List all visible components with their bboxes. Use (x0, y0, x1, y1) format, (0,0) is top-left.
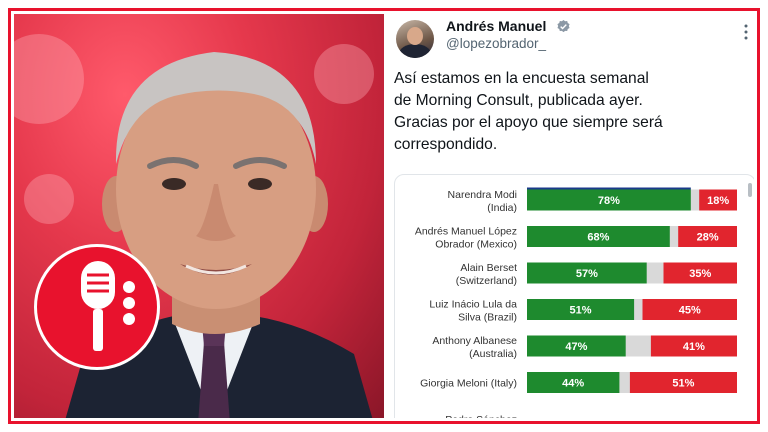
chart-bar-disapprove (678, 226, 737, 247)
chart-bar-disapprove (629, 372, 737, 393)
chart-value-approve: 78% (598, 195, 620, 207)
top-margin (0, 0, 768, 8)
user-handle[interactable]: @lopezobrador_ (446, 36, 547, 51)
chart-bar-approve (527, 335, 626, 357)
chart-bar-approve (527, 372, 620, 393)
verified-badge-icon (557, 19, 570, 33)
chart-bar-disapprove (650, 335, 737, 357)
chart-bar-disapprove (642, 299, 737, 320)
microphone-logo (34, 244, 160, 370)
tweet-media-chart[interactable]: Narendra Modi (India) 78% 18% Andrés Manuel … (394, 174, 754, 418)
tweet-text-line: correspondido. (394, 136, 498, 153)
bokeh-light (14, 34, 84, 124)
chart-value-approve: 57% (576, 268, 598, 280)
chart-value-disapprove: 41% (683, 341, 705, 353)
chart-row-label: Luiz Inácio Lula da Silva (Brazil) (429, 299, 517, 324)
chart-value-approve: 51% (570, 305, 592, 317)
tweet-text: Así estamos en la encuesta semanal de Mo… (394, 68, 734, 156)
chart-row-label: Alain Berset (Switzerland) (456, 262, 517, 287)
bokeh-light (314, 44, 374, 104)
avatar[interactable] (396, 20, 434, 58)
chart-value-disapprove: 35% (689, 268, 711, 280)
bokeh-light (24, 174, 74, 224)
chart-row-label: Pedro Sánchez (445, 414, 517, 418)
chart-value-approve: 68% (587, 232, 609, 244)
display-name[interactable]: Andrés Manuel (446, 18, 547, 34)
chart-row-label: Giorgia Meloni (Italy) (420, 378, 517, 390)
chart-row-label: Narendra Modi (India) (448, 189, 517, 214)
chart-bar-disapprove (699, 189, 737, 211)
chart-value-disapprove: 45% (679, 305, 701, 317)
chart-bar-highlight (527, 187, 691, 190)
approval-chart: Narendra Modi (India) 78% 18% Andrés Manuel … (415, 187, 737, 418)
chart-value-approve: 44% (562, 378, 584, 390)
microphone-icon (81, 261, 135, 351)
chart-bar-approve (527, 189, 691, 211)
tweet-text-line: Así estamos en la encuesta semanal (394, 70, 649, 87)
chart-value-disapprove: 18% (707, 195, 729, 207)
chart-row-label: Anthony Albanese (Australia) (432, 335, 517, 360)
chart-bar-approve (527, 299, 635, 320)
tweet-card: Andrés Manuel @lopezobrador_ Así estamos… (384, 14, 754, 418)
tweet-text-line: de Morning Consult, publicada ayer. (394, 92, 643, 109)
chart-row-label: Andrés Manuel López Obrador (Mexico) (415, 226, 517, 251)
chart-value-disapprove: 28% (697, 232, 719, 244)
more-options-icon[interactable] (744, 24, 748, 40)
tweet-text-line: Gracias por el apoyo que siempre será (394, 114, 663, 131)
chart-value-disapprove: 51% (672, 378, 694, 390)
chart-bar-approve (527, 226, 670, 247)
chart-bar-disapprove (663, 262, 737, 284)
chart-bar-approve (527, 262, 647, 284)
scrollbar[interactable] (748, 183, 752, 197)
chart-value-approve: 47% (565, 341, 587, 353)
